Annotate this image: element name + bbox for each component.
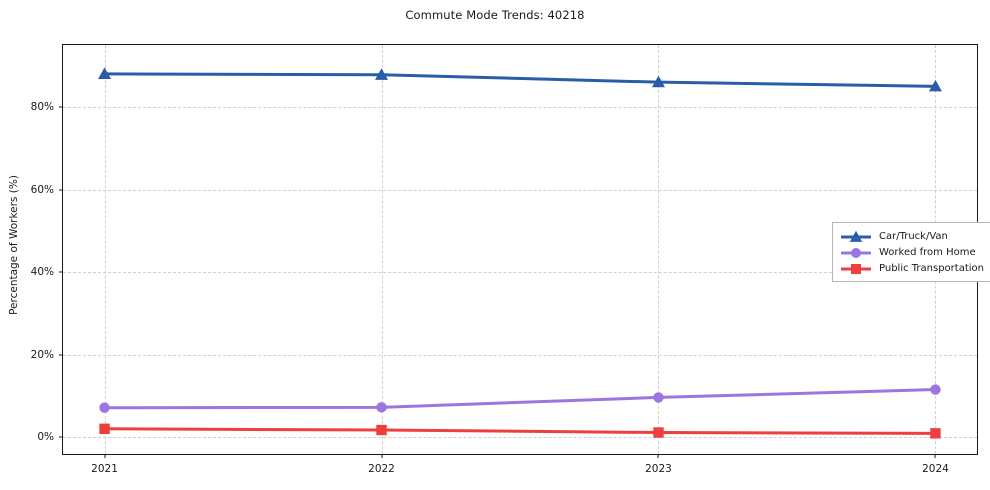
y-axis-label-text: Percentage of Workers (%)	[8, 175, 20, 315]
legend-marker	[839, 245, 873, 259]
square-marker	[930, 428, 941, 439]
triangle-up-marker	[98, 67, 112, 79]
y-tick-label: 0%	[37, 431, 54, 444]
triangle-up-marker	[928, 79, 942, 92]
plot-area: 0% 20% 40% 60% 80% 2021 2022 2023 2024	[31, 44, 978, 475]
y-tick-label: 80%	[30, 100, 54, 113]
legend[interactable]: Car/Truck/Van Worked from Home Public Tran…	[832, 222, 990, 282]
series-group	[99, 384, 941, 413]
legend-item[interactable]: Public Transportation	[839, 260, 984, 276]
square-marker	[99, 423, 110, 434]
y-tick-mark	[59, 354, 63, 356]
circle-marker	[851, 248, 861, 258]
gridline-vertical	[381, 45, 383, 454]
legend-label: Worked from Home	[879, 246, 976, 258]
series-group	[98, 67, 942, 92]
gridline-horizontal	[63, 106, 977, 108]
triangle-up-marker	[849, 230, 863, 242]
y-tick-mark	[59, 106, 63, 108]
square-marker	[851, 264, 861, 274]
chart-title: Commute Mode Trends: 40218	[405, 8, 585, 22]
series-group	[99, 423, 941, 439]
circle-marker	[653, 392, 664, 403]
series-plot	[98, 67, 942, 439]
triangle-up-marker	[651, 75, 665, 88]
legend-item[interactable]: Worked from Home	[839, 244, 984, 260]
square-marker	[653, 427, 664, 438]
legend-label: Car/Truck/Van	[879, 230, 948, 242]
y-tick-mark	[59, 271, 63, 273]
x-tick-label: 2023	[645, 463, 672, 475]
y-tick-mark	[59, 189, 63, 191]
triangle-up-marker	[375, 68, 389, 80]
y-tick-label: 40%	[30, 266, 54, 279]
gridline-vertical	[104, 45, 106, 454]
x-tick-label: 2022	[368, 463, 395, 475]
x-tick-mark	[657, 454, 659, 458]
series-line	[103, 427, 937, 435]
circle-marker	[376, 402, 387, 413]
y-axis-label: Percentage of Workers (%)	[6, 0, 22, 490]
gridline-horizontal	[63, 272, 977, 274]
legend-item[interactable]: Car/Truck/Van	[839, 228, 984, 244]
x-tick-mark	[934, 454, 936, 458]
legend-marker	[839, 261, 873, 275]
x-tick-label: 2021	[91, 463, 118, 475]
circle-marker	[930, 384, 941, 395]
gridline-horizontal	[63, 437, 977, 439]
y-tick-mark	[59, 436, 63, 438]
square-marker	[376, 424, 387, 436]
x-tick-label: 2024	[922, 463, 949, 475]
legend-marker	[839, 229, 873, 243]
gridline-horizontal	[63, 189, 977, 191]
gridline-vertical	[658, 45, 660, 454]
series-line	[103, 388, 937, 410]
legend-label: Public Transportation	[879, 262, 984, 274]
x-tick-mark	[381, 454, 382, 458]
gridline-horizontal	[63, 354, 977, 356]
y-tick-label: 60%	[30, 183, 54, 196]
series-line	[103, 72, 937, 88]
circle-marker	[99, 402, 110, 413]
x-tick-mark	[104, 454, 106, 458]
y-tick-label: 20%	[30, 348, 54, 361]
